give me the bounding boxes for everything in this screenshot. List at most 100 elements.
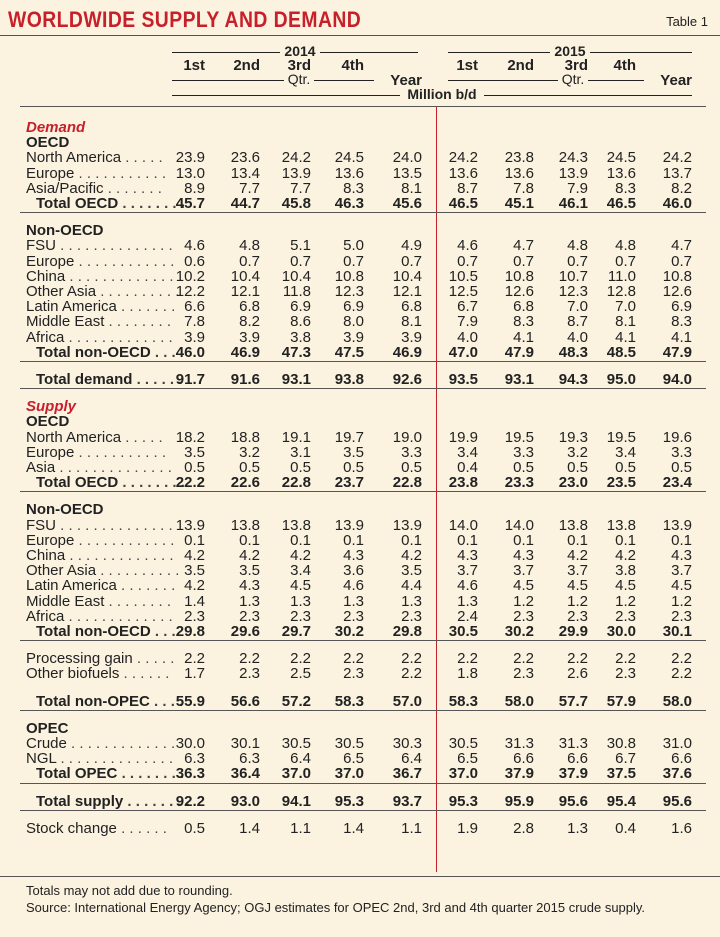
value-cell: 4.2 [615,547,636,564]
value-cell: 12.3 [558,283,588,300]
row-label: Latin America . . . . . . . [26,299,175,315]
qtr-a-rule-right [314,80,374,81]
value-cell: 4.8 [567,237,588,255]
value-cell: 24.0 [392,149,422,167]
table-row-europe: Europe . . . . . . . . . . . 13.0 13.4 13.9… [0,164,720,182]
value-cell: 1.6 [671,819,692,837]
value-cell: 7.9 [457,313,478,331]
value-cell: 3.7 [671,562,692,580]
value-cell: 3.5 [184,562,205,580]
value-cell: 23.6 [230,149,260,167]
value-cell: 1.2 [671,592,692,610]
value-cell: 10.8 [504,267,534,285]
value-cell: 18.8 [230,428,260,446]
year-header-2015: Year [660,72,692,89]
row-label-text: Asia/Pacific [26,179,104,197]
leader-dots: . . . . . . . . . . . . . . [56,237,173,255]
value-cell: 8.3 [671,313,692,331]
value-cell: 19.5 [606,428,636,446]
value-cell: 2.3 [513,665,534,683]
value-cell: 19.7 [334,428,364,446]
value-cell: 57.7 [558,692,588,710]
value-cell: 6.3 [239,750,260,768]
value-cell: 0.5 [513,459,534,476]
table-number-label: Table 1 [666,14,708,29]
value-cell: 4.6 [457,577,478,595]
row-label: Total non-OECD . . . [36,624,176,640]
row-label-text: Total non-OECD [36,343,151,361]
value-cell: 8.3 [343,179,364,197]
total-underline [20,212,706,214]
value-cell: 91.6 [230,371,260,388]
value-cell: 13.9 [175,516,205,534]
value-cell: 4.5 [567,577,588,595]
value-cell: 5.1 [290,237,311,255]
leader-dots: . . . . . . [119,665,170,683]
row-label-text: Non-OECD [26,222,104,240]
value-cell: 12.6 [662,283,692,300]
row-label-text: Total supply [36,792,124,810]
value-cell: 0.1 [401,531,422,549]
value-cell: 30.5 [334,735,364,752]
value-cell: 3.5 [343,443,364,461]
value-cell: 1.3 [457,592,478,610]
value-cell: 13.4 [230,164,260,182]
row-label: Processing gain . . . . . [26,651,174,667]
section-supply: Supply [0,399,720,415]
row-label-text: Non-OECD [26,501,104,519]
row-label-text: Latin America [26,298,117,316]
row-label-text: FSU [26,237,56,255]
total-row-total-demand: Total demand . . . . . . . 91.7 91.6 93.1 93… [0,372,720,388]
value-cell: 24.2 [281,149,311,167]
value-cell: 1.4 [343,819,364,837]
value-cell: 2.2 [671,650,692,668]
leader-dots: . . . . . . . . . . [96,562,180,580]
value-cell: 0.7 [457,252,478,270]
quarter-header-2014-3: 3rd [287,57,311,74]
value-cell: 95.6 [558,792,588,810]
value-cell: 8.6 [290,313,311,331]
value-cell: 19.3 [558,428,588,446]
value-cell: 13.5 [392,164,422,182]
value-cell: 4.6 [457,237,478,255]
value-cell: 13.8 [281,516,311,534]
leader-dots: . . . . . . . . . . . . . [64,607,173,625]
leader-dots: . . . . [149,692,184,710]
value-cell: 2.2 [671,665,692,683]
quarter-header-2014-2: 2nd [233,57,260,74]
value-cell: 12.1 [392,283,422,300]
table-title: WORLDWIDE SUPPLY AND DEMAND [8,7,362,32]
value-cell: 13.6 [504,164,534,182]
row-label-text: OPEC [26,719,69,737]
value-cell: 12.2 [175,283,205,300]
value-cell: 4.2 [401,547,422,564]
value-cell: 47.9 [662,343,692,361]
value-cell: 0.1 [239,531,260,549]
value-cell: 6.6 [184,298,205,316]
value-cell: 3.4 [457,443,478,461]
value-cell: 0.1 [671,531,692,549]
year-a-rule-right [320,52,418,53]
value-cell: 4.0 [457,328,478,346]
value-cell: 2.3 [615,665,636,683]
total-row-total-oecd: Total OECD . . . . . . . . 22.2 22.6 22.8 23… [0,475,720,491]
value-cell: 6.3 [184,750,205,768]
value-cell: 29.6 [230,623,260,640]
value-cell: 0.1 [615,531,636,549]
quarter-header-2014-1: 1st [183,57,205,74]
value-cell: 46.5 [606,195,636,212]
row-label-text: Stock change [26,819,117,837]
leader-dots: . . . . . . . . . . . . . . [55,459,172,476]
row-label: Total OECD . . . . . . . . [36,475,185,491]
leader-dots: . . . . . . . . [123,792,190,810]
total-underline [20,809,706,811]
title-bar: WORLDWIDE SUPPLY AND DEMAND Table 1 [0,0,720,40]
value-cell: 3.9 [343,328,364,346]
value-cell: 37.0 [334,765,364,783]
value-cell: 0.1 [343,531,364,549]
value-cell: 10.8 [662,267,692,285]
value-cell: 37.9 [504,765,534,783]
table-row-africa: Africa . . . . . . . . . . . . . 3.9 3.9 3.… [0,328,720,346]
row-label: Latin America . . . . . . . [26,578,175,594]
value-cell: 46.0 [175,343,205,361]
